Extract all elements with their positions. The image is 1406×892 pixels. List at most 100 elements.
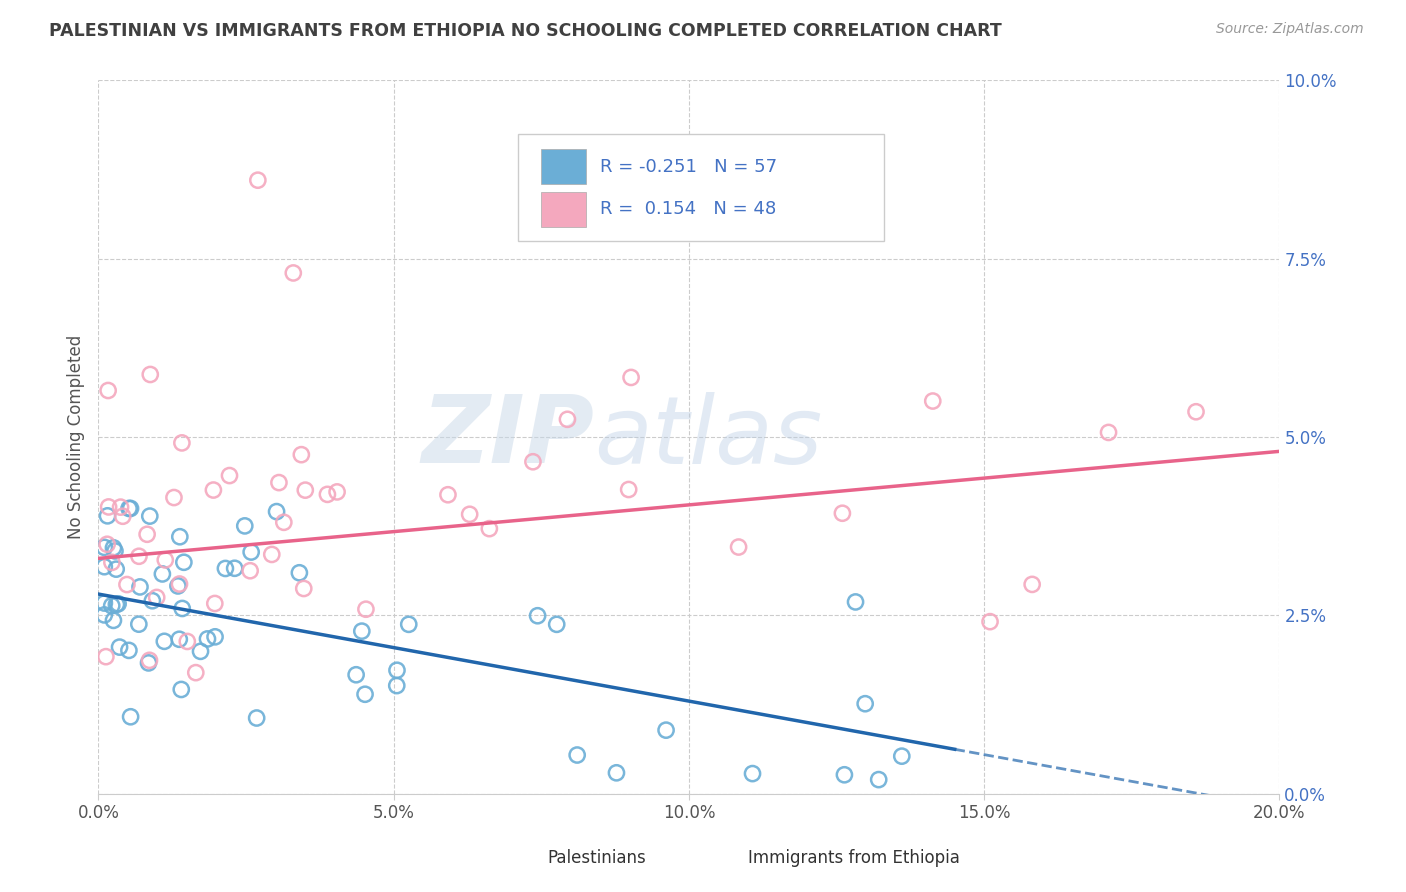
Point [105,562,128,576]
Point [170,682,193,697]
Point [169,632,191,647]
Point [120,710,142,724]
Point [136,527,159,541]
Y-axis label: No Schooling Completed: No Schooling Completed [66,335,84,539]
Point [145,591,167,605]
Text: atlas: atlas [595,392,823,483]
Point [93,541,115,555]
Point [120,501,142,516]
Point [96,508,118,523]
Point [354,602,377,616]
Point [93,559,115,574]
Point [218,468,240,483]
Point [350,624,373,639]
Text: R =  0.154   N = 48: R = 0.154 N = 48 [600,201,776,219]
Point [233,519,256,533]
Point [224,561,246,575]
Point [103,613,125,627]
Point [546,617,568,632]
Point [288,566,311,580]
Point [110,500,132,515]
Point [1097,425,1119,440]
Text: ZIP: ZIP [422,391,595,483]
Point [266,505,288,519]
Point [655,723,678,738]
Text: R = -0.251   N = 57: R = -0.251 N = 57 [600,158,778,176]
Point [214,561,236,575]
Point [478,522,501,536]
Point [620,370,643,384]
Point [104,544,127,558]
Point [172,601,194,615]
Point [176,634,198,648]
Point [97,384,120,398]
Point [239,564,262,578]
Point [111,509,134,524]
Point [834,768,856,782]
Point [1021,577,1043,591]
Point [100,599,122,613]
Point [458,508,481,522]
Point [727,540,749,554]
Point [169,530,191,544]
FancyBboxPatch shape [517,134,884,241]
Point [202,483,225,497]
Point [170,436,193,450]
Point [138,656,160,670]
Point [979,615,1001,629]
Point [138,653,160,667]
Point [169,577,191,591]
Point [97,500,120,514]
Point [522,455,544,469]
Text: PALESTINIAN VS IMMIGRANTS FROM ETHIOPIA NO SCHOOLING COMPLETED CORRELATION CHART: PALESTINIAN VS IMMIGRANTS FROM ETHIOPIA … [49,22,1002,40]
Point [267,475,290,490]
FancyBboxPatch shape [707,842,738,869]
Point [831,506,853,520]
Point [617,483,640,497]
Text: Palestinians: Palestinians [547,849,645,867]
Point [190,644,212,658]
Point [107,597,129,611]
Point [141,593,163,607]
Point [260,548,283,562]
Point [741,766,763,780]
Point [115,577,138,591]
Point [93,607,115,622]
Point [526,608,548,623]
FancyBboxPatch shape [541,193,586,227]
Point [128,617,150,632]
Point [93,596,115,610]
Point [1185,405,1208,419]
Point [108,640,131,654]
Point [153,634,176,648]
Point [129,580,152,594]
Point [398,617,420,632]
Point [557,412,579,426]
Point [385,679,408,693]
Point [921,394,943,409]
Point [96,537,118,551]
Point [94,649,117,664]
Point [567,747,589,762]
Point [283,266,305,280]
Point [163,491,186,505]
Point [240,545,263,559]
Text: Source: ZipAtlas.com: Source: ZipAtlas.com [1216,22,1364,37]
Point [316,487,339,501]
Point [273,516,295,530]
FancyBboxPatch shape [541,150,586,184]
Point [139,509,162,524]
Point [139,368,162,382]
FancyBboxPatch shape [506,842,537,869]
Point [167,579,190,593]
Point [246,711,269,725]
Point [354,687,377,701]
Point [105,598,128,612]
Point [294,483,316,497]
Point [290,448,312,462]
Point [344,667,367,681]
Point [118,501,141,516]
Point [103,541,125,555]
Point [197,632,219,646]
Point [385,663,408,677]
